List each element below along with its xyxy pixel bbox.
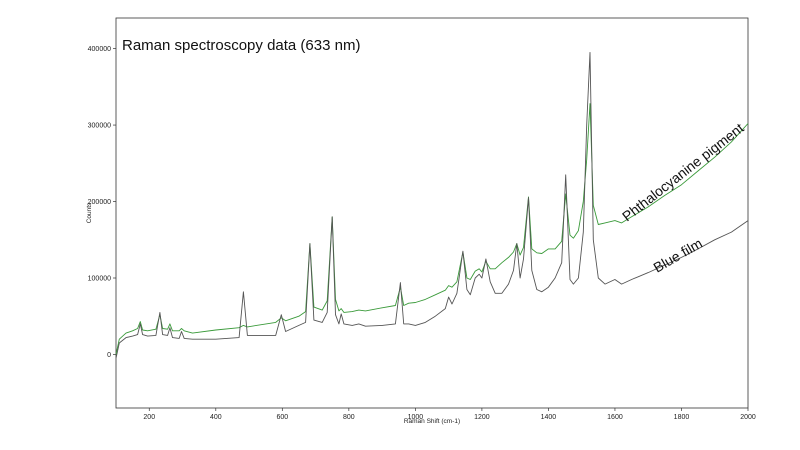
x-axis-title: Raman Shift (cm-1) [404,418,460,425]
x-tick-label: 1000 [408,414,424,421]
x-tick-label: 600 [276,414,288,421]
x-tick-label: 1200 [474,414,490,421]
series-line-blue-film [115,51,749,359]
y-tick-label: 100000 [88,276,111,283]
series-line-phthalocyanine-pigment [115,103,749,355]
x-tick-label: 400 [210,414,222,421]
y-tick-label: 400000 [88,46,111,53]
y-tick-label: 300000 [88,123,111,130]
x-tick-label: 2000 [740,414,756,421]
x-tick-label: 1800 [674,414,690,421]
series-lines [115,51,749,359]
chart-title: Raman spectroscopy data (633 nm) [122,37,360,54]
x-tick-label: 1400 [541,414,557,421]
series-label-blue-film: Blue film [651,235,705,276]
y-axis-ticks: 0 100000 200000 300000 400000 [88,46,116,359]
y-tick-label: 0 [107,352,111,359]
x-axis-ticks: 200 400 600 800 1000 1200 1400 1600 1800 2000 [143,408,756,421]
series-label-phthalocyanine-pigment: Phthalocyanine pigment [619,120,747,225]
x-tick-label: 1600 [607,414,623,421]
y-tick-label: 200000 [88,199,111,206]
plot-frame [115,17,749,409]
y-axis-title: Counts [86,202,93,223]
x-tick-label: 200 [143,414,155,421]
x-tick-label: 800 [343,414,355,421]
